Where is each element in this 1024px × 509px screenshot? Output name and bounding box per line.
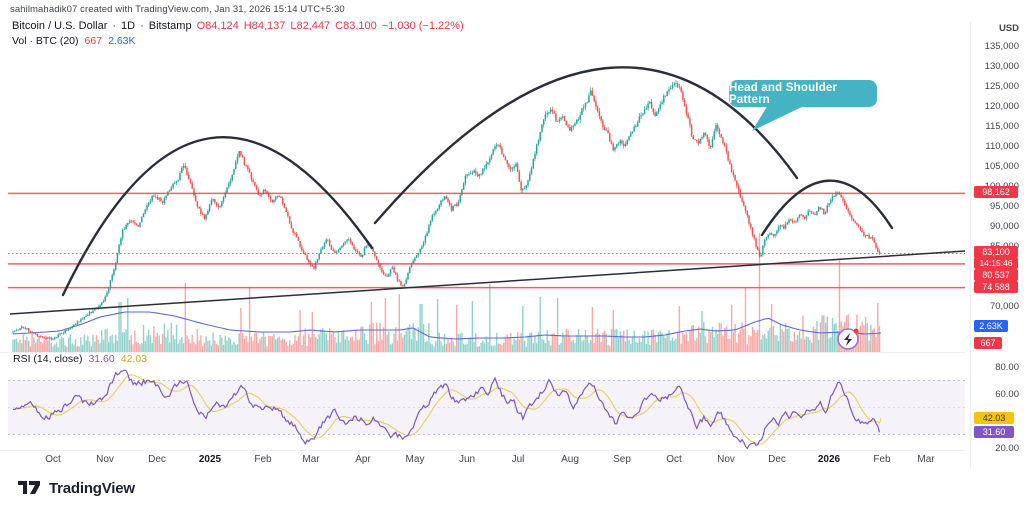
time-tick: Oct: [666, 454, 682, 465]
rsi-pane[interactable]: [8, 369, 965, 449]
exchange-label: Bitstamp: [148, 20, 192, 32]
time-tick: Feb: [873, 454, 891, 465]
price-badge: 667: [974, 337, 1002, 349]
tradingview-logo[interactable]: TradingView: [18, 480, 135, 497]
price-badge: 80,537: [974, 269, 1018, 281]
candle-wicks-down: [17, 81, 880, 341]
price-tick: 120,000: [984, 100, 1019, 112]
price-tick: 130,000: [984, 60, 1019, 72]
price-tick: 95,000: [989, 200, 1019, 212]
symbol-legend: Bitcoin / U.S. Dollar · 1D · Bitstamp O84,124…: [12, 20, 469, 32]
price-tick: 110,000: [985, 140, 1019, 152]
volume-bars-up: [12, 284, 872, 352]
time-tick: Dec: [148, 454, 166, 465]
price-badge: 98,162: [974, 186, 1018, 198]
ohlc-close: C83,100: [335, 20, 377, 32]
rsi-indicator-label[interactable]: RSI (14, close): [13, 353, 83, 365]
interval-label[interactable]: 1D: [121, 20, 136, 32]
time-tick: Aug: [561, 454, 579, 465]
head-arc[interactable]: [373, 66, 799, 225]
candle-bodies-down: [17, 83, 881, 340]
volume-ma-line: [12, 311, 882, 340]
price-axis[interactable]: USD 135,000 130,000 125,000 120,000 115,000 1…: [972, 0, 1024, 470]
time-tick: Dec: [768, 454, 786, 465]
attribution-text: sahilmahadik07 created with TradingView.…: [10, 4, 345, 15]
tradingview-logo-text: TradingView: [49, 480, 135, 497]
candle-bodies-up: [12, 83, 872, 340]
time-tick: Mar: [302, 454, 320, 465]
price-tick: 70,000: [989, 300, 1019, 312]
callout-tail: [752, 105, 806, 131]
volume-ma-value: 2.63K: [108, 35, 136, 47]
rsi-badge: 31.60: [974, 426, 1014, 438]
left-shoulder-arc[interactable]: [61, 136, 374, 297]
price-tick: 105,000: [984, 160, 1019, 172]
separator-dot: ·: [112, 20, 117, 32]
price-badge: 74,588: [974, 281, 1018, 293]
rsi-badge: 42.03: [974, 412, 1014, 424]
rsi-legend: RSI (14, close) 31.60 42.03: [13, 353, 153, 365]
ohlc-change: −1,030 (−1.22%): [381, 20, 464, 32]
rsi-tick: 80.00: [995, 361, 1019, 373]
volume-legend: Vol · BTC (20) 667 2.63K: [12, 35, 142, 47]
time-tick: 2026: [817, 454, 841, 465]
price-badge: 14:15:46: [974, 257, 1018, 269]
price-badge: 2.63K: [974, 320, 1008, 332]
rsi-value: 31.60: [88, 353, 115, 365]
time-tick: Sep: [613, 454, 631, 465]
time-tick: Nov: [717, 454, 735, 465]
time-tick: Feb: [254, 454, 272, 465]
time-tick: Nov: [96, 454, 114, 465]
time-tick: Apr: [355, 454, 371, 465]
rsi-tick: 20.00: [995, 442, 1019, 454]
right-shoulder-arc[interactable]: [760, 179, 894, 237]
price-axis-unit: USD: [998, 23, 1019, 34]
notification-dot: [853, 328, 859, 334]
ohlc-high: H84,137: [243, 20, 286, 32]
lightning-bolt-icon: [844, 333, 852, 346]
time-tick: Jul: [511, 454, 525, 465]
symbol-title[interactable]: Bitcoin / U.S. Dollar: [12, 20, 108, 32]
time-axis[interactable]: Oct Nov Dec 2025 Feb Mar Apr May Jun Jul Aug Sep Oct…: [0, 450, 970, 470]
volume-indicator-label[interactable]: Vol · BTC (20): [12, 35, 79, 47]
ohlc-open: O84,124: [196, 20, 239, 32]
time-tick: Mar: [917, 454, 935, 465]
time-tick: Jun: [458, 454, 476, 465]
time-tick: May: [405, 454, 425, 465]
neckline-trendline[interactable]: [9, 250, 966, 315]
price-tick: 135,000: [984, 40, 1019, 52]
head-shoulders-callout[interactable]: Head and Shoulder Pattern: [729, 80, 877, 107]
time-tick: Oct: [45, 454, 61, 465]
separator-dot: ·: [140, 20, 144, 32]
tradingview-logo-mark: [18, 481, 40, 494]
rsi-ma-line: [12, 374, 882, 445]
price-badge: 83,100: [974, 246, 1018, 258]
price-tick: 90,000: [989, 220, 1019, 232]
ohlc-low: L82,447: [290, 20, 331, 32]
rsi-ma-value: 42.03: [120, 353, 148, 365]
time-tick: 2025: [198, 454, 222, 465]
price-pane[interactable]: [8, 80, 965, 352]
rsi-line: [12, 369, 881, 449]
volume-bars-down: [17, 233, 881, 352]
rsi-band: [8, 380, 965, 435]
rsi-tick: 60.00: [995, 388, 1019, 400]
price-tick: 115,000: [985, 120, 1019, 132]
price-tick: 125,000: [984, 80, 1019, 92]
candle-wicks-up: [12, 80, 872, 341]
volume-value: 667: [84, 35, 103, 47]
